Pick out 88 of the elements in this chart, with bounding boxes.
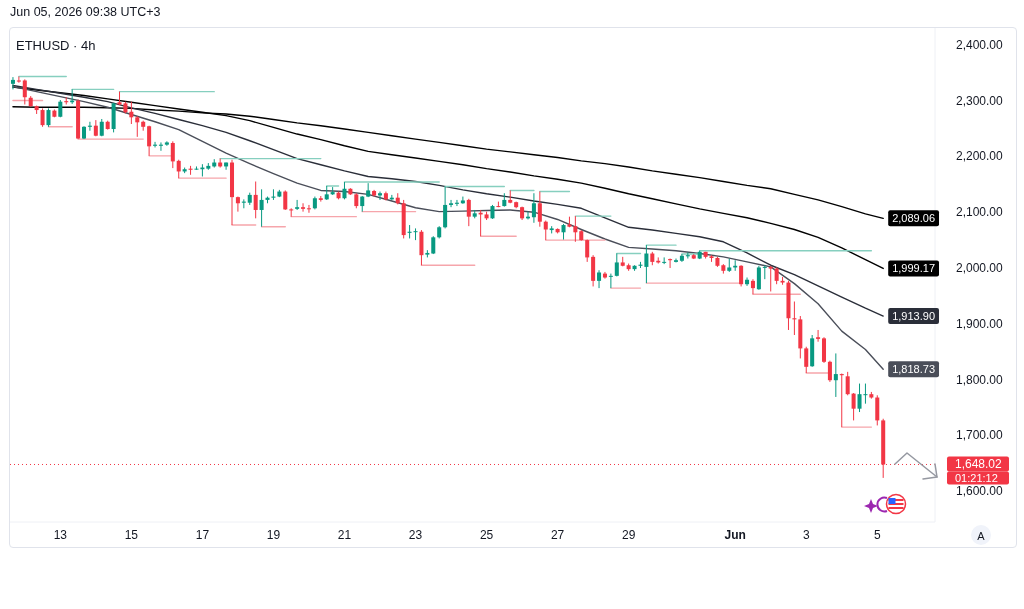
x-tick-label: 23 — [408, 528, 423, 542]
candlestick — [295, 199, 300, 211]
candlestick — [443, 186, 448, 229]
y-tick-label: 2,200.00 — [956, 149, 1004, 164]
candlestick — [597, 269, 602, 289]
ref-line-label: 1,648.02 — [955, 457, 1003, 472]
candlestick — [608, 273, 613, 289]
candlestick — [804, 346, 809, 374]
x-tick-label: 19 — [266, 528, 281, 542]
candlestick — [407, 224, 412, 239]
candlestick — [827, 360, 832, 383]
candlestick — [259, 188, 264, 228]
x-tick-label: 13 — [53, 528, 68, 542]
candlestick — [10, 76, 15, 90]
candlestick — [413, 227, 418, 241]
candlestick — [170, 140, 175, 169]
candlestick — [750, 278, 755, 295]
candlestick — [756, 265, 761, 291]
candlestick — [454, 199, 459, 207]
candlestick — [16, 76, 21, 84]
y-tick-label: 1,800.00 — [956, 372, 1004, 387]
candlestick — [306, 204, 311, 214]
y-tick-label: 2,000.00 — [956, 261, 1004, 276]
candlestick — [87, 121, 92, 132]
x-tick-label: 29 — [621, 528, 636, 542]
candlestick — [164, 140, 169, 147]
candlestick — [135, 115, 140, 138]
y-tick-label: 1,600.00 — [956, 484, 1004, 499]
x-tick-label: 27 — [550, 528, 565, 542]
x-tick-label: 3 — [802, 528, 810, 542]
text: Jun 05, 2026 09:38 UTC+3 — [10, 5, 161, 19]
x-tick-label: 15 — [124, 528, 139, 542]
circle-button: A — [971, 525, 991, 545]
y-tick-label: 2,300.00 — [956, 93, 1004, 108]
candlestick — [153, 141, 158, 148]
candlestick — [792, 301, 797, 336]
y-tick-label: 1,900.00 — [956, 316, 1004, 331]
candlestick — [644, 244, 649, 284]
candlestick — [129, 101, 134, 125]
candlestick — [419, 229, 424, 266]
text: ETHUSD · 4h — [16, 37, 96, 53]
candlestick — [668, 258, 673, 269]
candlestick — [768, 265, 773, 292]
y-tick-label: 1,700.00 — [956, 428, 1004, 443]
data-label: 1,999.17 — [892, 262, 936, 275]
x-tick-label: 25 — [479, 528, 494, 542]
candlestick — [466, 198, 471, 227]
candlestick — [851, 392, 856, 421]
candlestick — [543, 220, 548, 241]
y-tick-label: 2,100.00 — [956, 205, 1004, 220]
candlestick — [845, 371, 850, 396]
candlestick — [460, 196, 465, 205]
candlestick — [739, 264, 744, 287]
candlestick — [821, 336, 827, 364]
x-tick-label: 21 — [337, 528, 352, 542]
candlestick — [283, 189, 288, 211]
candlestick — [301, 202, 306, 213]
x-tick-label: 5 — [873, 528, 881, 542]
data-label: 1,913.90 — [892, 310, 936, 323]
x-tick-label: 17 — [195, 528, 210, 542]
candlestick — [147, 125, 152, 157]
data-label: 2,089.06 — [892, 212, 936, 225]
candlestick — [685, 251, 690, 260]
candlestick — [40, 107, 45, 128]
candlestick — [762, 264, 767, 280]
candlestick — [833, 352, 838, 398]
candlestick — [22, 78, 27, 105]
candlestick — [158, 141, 163, 152]
data-label: 1,818.73 — [892, 363, 936, 376]
candlestick — [531, 192, 536, 224]
candlestick — [875, 394, 880, 426]
candlestick — [176, 159, 181, 179]
candlestick — [271, 188, 276, 201]
x-tick-label: Jun — [724, 528, 746, 542]
candlestick — [253, 181, 258, 219]
y-tick-label: 2,400.00 — [956, 37, 1004, 52]
candlestick — [537, 191, 542, 228]
candlestick — [46, 107, 51, 128]
text: 01:21:12 — [955, 472, 998, 484]
candlestick — [289, 207, 294, 218]
candlestick — [591, 254, 596, 287]
candlestick — [573, 215, 578, 243]
line-series — [12, 85, 884, 370]
candlestick — [235, 196, 240, 213]
candlestick — [816, 329, 821, 343]
candlestick — [449, 199, 454, 208]
candlestick — [839, 373, 844, 428]
candlestick — [194, 165, 199, 171]
